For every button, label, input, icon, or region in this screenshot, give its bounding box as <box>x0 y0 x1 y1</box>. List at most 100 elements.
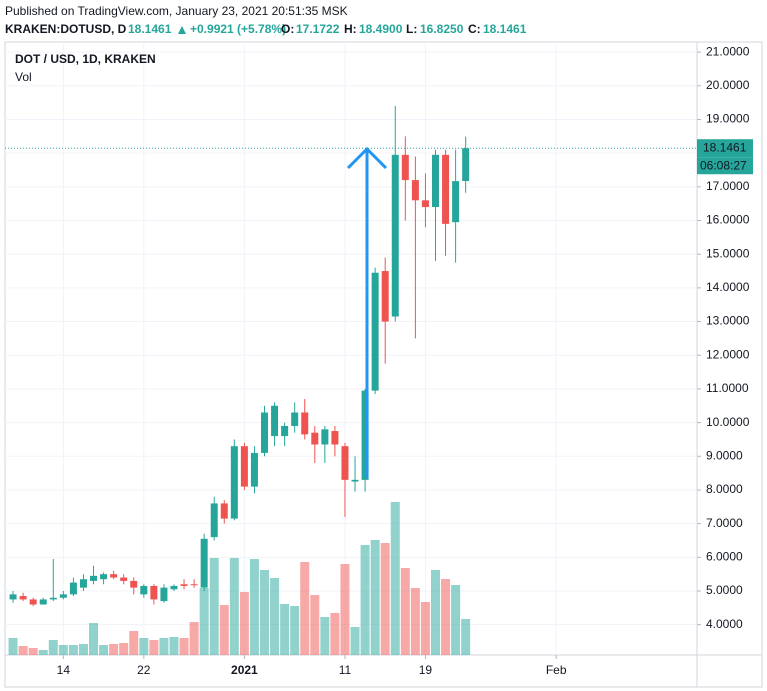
candle-body <box>200 538 208 588</box>
candle-body <box>69 582 77 595</box>
candle-body <box>140 585 148 595</box>
change: +0.9921 (+5.78%) <box>190 22 286 36</box>
candle-body <box>120 577 128 581</box>
volume-bar <box>159 638 169 655</box>
volume-bar <box>310 595 320 655</box>
y-tick-label: 4.0000 <box>706 617 743 631</box>
volume-bar <box>179 638 189 655</box>
symbol: KRAKEN:DOTUSD, D <box>5 22 127 36</box>
volume-bar <box>410 588 420 655</box>
volume-layer <box>8 502 471 655</box>
candle-body <box>190 584 198 586</box>
ohlc-value: 18.1461 <box>483 22 527 36</box>
volume-bar <box>330 613 340 655</box>
candle-body <box>431 154 439 208</box>
up-icon <box>178 26 186 34</box>
ohlc-label: C: <box>468 22 481 36</box>
candle-body <box>100 574 108 580</box>
candle-body <box>180 584 188 586</box>
countdown-box <box>697 157 753 175</box>
ohlc-label: H: <box>344 22 357 36</box>
ohlc-value: 17.1722 <box>296 22 340 36</box>
volume-bar <box>38 650 48 655</box>
last-price-box <box>697 139 753 158</box>
arrow-head <box>346 146 388 170</box>
volume-bar <box>209 558 219 655</box>
candle-body <box>170 585 178 590</box>
volume-bar <box>89 623 99 655</box>
candle-body <box>421 200 429 208</box>
volume-bar <box>370 540 380 655</box>
volume-bar <box>360 545 370 655</box>
volume-bar <box>320 617 330 655</box>
y-tick-label: 8.0000 <box>706 482 743 496</box>
volume-bar <box>420 602 430 655</box>
frame <box>4 41 763 688</box>
volume-bar <box>430 570 440 655</box>
volume-bar <box>229 558 239 655</box>
volume-bar <box>219 605 229 655</box>
volume-bar <box>280 604 290 655</box>
last-price: 18.1461 <box>128 22 172 36</box>
volume-bar <box>260 570 270 655</box>
last-price-label: 18.1461 <box>703 140 747 154</box>
candle-body <box>130 580 138 588</box>
candle-body <box>220 503 228 519</box>
candle-body <box>250 452 258 487</box>
y-tick-label: 20.0000 <box>706 78 750 92</box>
candle-body <box>240 446 248 487</box>
arrow-annotation <box>346 146 388 478</box>
volume-bar <box>149 640 159 655</box>
y-tick-label: 6.0000 <box>706 549 743 563</box>
candle-body <box>29 599 37 605</box>
volume-bar <box>249 559 259 655</box>
candle-body <box>291 412 299 426</box>
candle-body <box>9 594 17 600</box>
candle-body <box>49 597 57 600</box>
volume-bar <box>129 631 139 655</box>
volume-bar <box>199 588 209 655</box>
y-tick-label: 13.0000 <box>706 314 750 328</box>
volume-bar <box>300 562 310 655</box>
x-tick-label: 2021 <box>231 663 258 677</box>
volume-bar <box>290 606 300 655</box>
x-tick-label: 19 <box>419 663 433 677</box>
candle-body <box>301 412 309 435</box>
volume-bar <box>441 579 451 655</box>
candle-body <box>462 148 470 182</box>
volume-bar <box>169 637 179 655</box>
x-tick-label: 11 <box>339 663 352 677</box>
volume-bar <box>99 645 109 655</box>
candle-body <box>331 431 339 445</box>
candle-body <box>281 425 289 437</box>
candle-body <box>391 154 399 317</box>
y-tick-label: 7.0000 <box>706 516 743 530</box>
y-tick-label: 17.0000 <box>706 179 750 193</box>
volume-bar <box>380 543 390 655</box>
y-tick-label: 19.0000 <box>706 112 750 126</box>
volume-bar <box>28 648 38 655</box>
candle-body <box>90 575 98 581</box>
volume-bar <box>340 564 350 655</box>
volume-bar <box>119 643 129 655</box>
volume-bar <box>350 627 360 655</box>
grid <box>5 42 697 655</box>
volume-bar <box>18 646 28 655</box>
x-tick-label: 22 <box>137 663 151 677</box>
candle-body <box>230 446 238 519</box>
candle-body <box>381 271 389 322</box>
ohlc-value: 16.8250 <box>420 22 464 36</box>
y-tick-label: 14.0000 <box>706 280 750 294</box>
candle-body <box>341 446 349 480</box>
volume-bar <box>58 645 68 655</box>
volume-bar <box>400 568 410 655</box>
candle-body <box>39 599 47 605</box>
candle-body <box>160 587 168 602</box>
candle-body <box>79 579 87 588</box>
candle-body <box>321 429 329 445</box>
volume-bar <box>48 640 58 655</box>
volume-bar <box>461 619 471 655</box>
volume-bar <box>8 638 18 655</box>
candle-body <box>401 154 409 181</box>
